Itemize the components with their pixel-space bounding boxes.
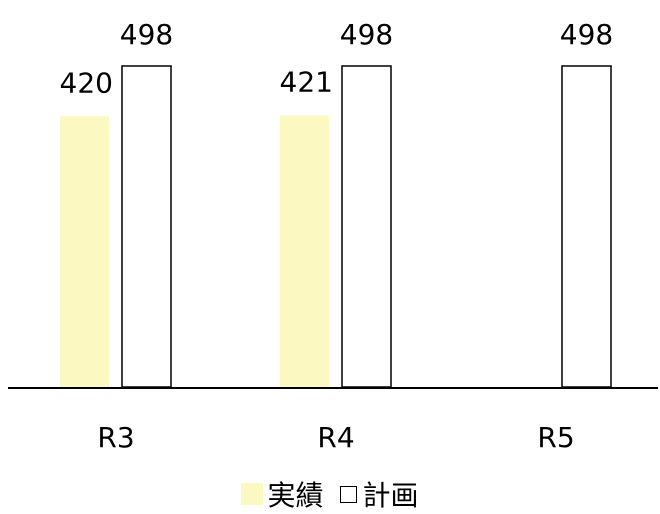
data-label-plan-r4: 498 (340, 18, 393, 51)
data-label-plan-r5: 498 (560, 18, 613, 51)
legend: 実績 計画 (0, 476, 660, 512)
legend-label-plan: 計画 (362, 479, 419, 512)
category-label-r3: R3 (97, 421, 134, 454)
bar-plan-r5 (561, 65, 612, 388)
legend-label-actual: 実績 (267, 479, 324, 512)
bar-plan-r3 (121, 65, 172, 388)
bars-layer (60, 65, 612, 388)
bar-actual-r3 (60, 116, 109, 388)
data-label-actual-r4: 421 (280, 66, 333, 99)
data-label-plan-r3: 498 (120, 18, 173, 51)
bar-plan-r4 (341, 65, 392, 388)
legend-item-plan: 計画 (324, 474, 419, 514)
category-label-r4: R4 (317, 421, 354, 454)
bar-actual-r4 (280, 115, 329, 387)
category-label-r5: R5 (537, 421, 574, 454)
legend-swatch-plan (339, 485, 357, 503)
legend-item-actual: 実績 (241, 474, 324, 514)
data-label-actual-r3: 420 (60, 66, 113, 99)
legend-swatch-actual (241, 483, 264, 505)
